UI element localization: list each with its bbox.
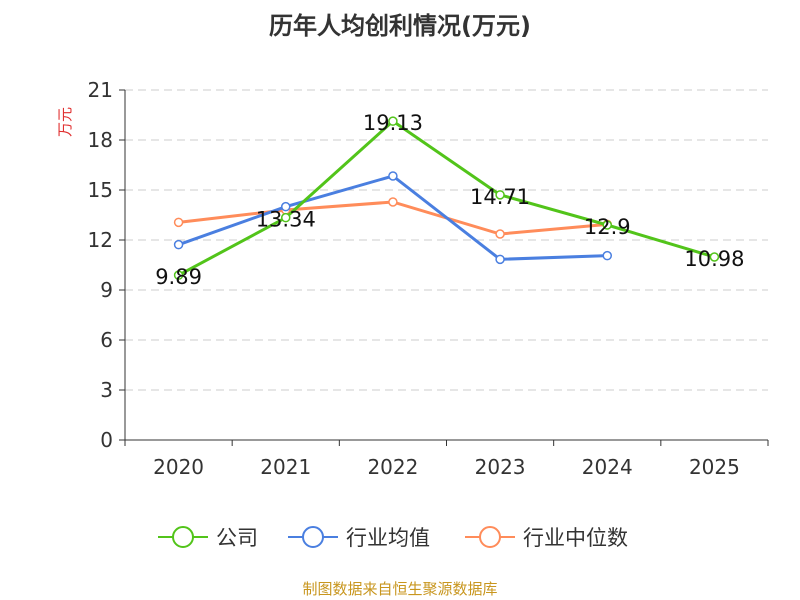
data-point	[388, 116, 398, 126]
y-tick-label: 3	[100, 378, 113, 402]
data-point	[173, 217, 184, 228]
data-label: 12.9	[584, 215, 631, 239]
data-label: 13.34	[256, 208, 316, 232]
legend-label: 行业均值	[346, 526, 430, 550]
y-tick-label: 12	[88, 228, 113, 252]
chart-title: 历年人均创利情况(万元)	[269, 12, 531, 40]
data-point	[602, 220, 612, 230]
x-tick-label: 2025	[689, 455, 740, 479]
data-point	[388, 171, 398, 181]
data-point	[281, 201, 291, 212]
y-tick-label: 15	[88, 178, 113, 202]
x-tick-label: 2021	[260, 455, 311, 479]
data-point	[709, 252, 720, 262]
data-label: 19.13	[363, 111, 423, 135]
x-tick-label: 2024	[582, 455, 633, 479]
source-note: 制图数据来自恒生聚源数据库	[302, 580, 498, 598]
data-point	[495, 254, 505, 265]
y-axis-label: 万元	[56, 107, 74, 137]
data-label: 9.89	[155, 265, 202, 289]
data-point	[602, 250, 612, 261]
legend-marker	[479, 526, 501, 548]
x-tick-label: 2020	[153, 455, 204, 479]
data-label: 10.98	[684, 247, 744, 271]
legend-label: 公司	[216, 526, 258, 550]
y-tick-label: 21	[88, 78, 113, 102]
y-tick-label: 18	[88, 128, 113, 152]
data-point	[388, 197, 398, 207]
series-line-1	[178, 174, 608, 261]
x-tick-label: 2022	[367, 455, 418, 479]
data-point	[281, 212, 291, 223]
x-tick-label: 2023	[475, 455, 526, 479]
y-tick-label: 0	[100, 428, 113, 452]
legend-marker	[302, 526, 324, 548]
data-label: 14.71	[470, 185, 530, 209]
data-point	[173, 270, 184, 280]
legend-marker	[172, 526, 194, 548]
series-line-0	[177, 119, 715, 277]
y-tick-label: 9	[100, 278, 113, 302]
y-tick-label: 6	[100, 328, 113, 352]
data-point	[495, 229, 505, 239]
data-point	[173, 239, 184, 250]
legend-label: 行业中位数	[523, 526, 628, 550]
data-point	[495, 190, 505, 200]
